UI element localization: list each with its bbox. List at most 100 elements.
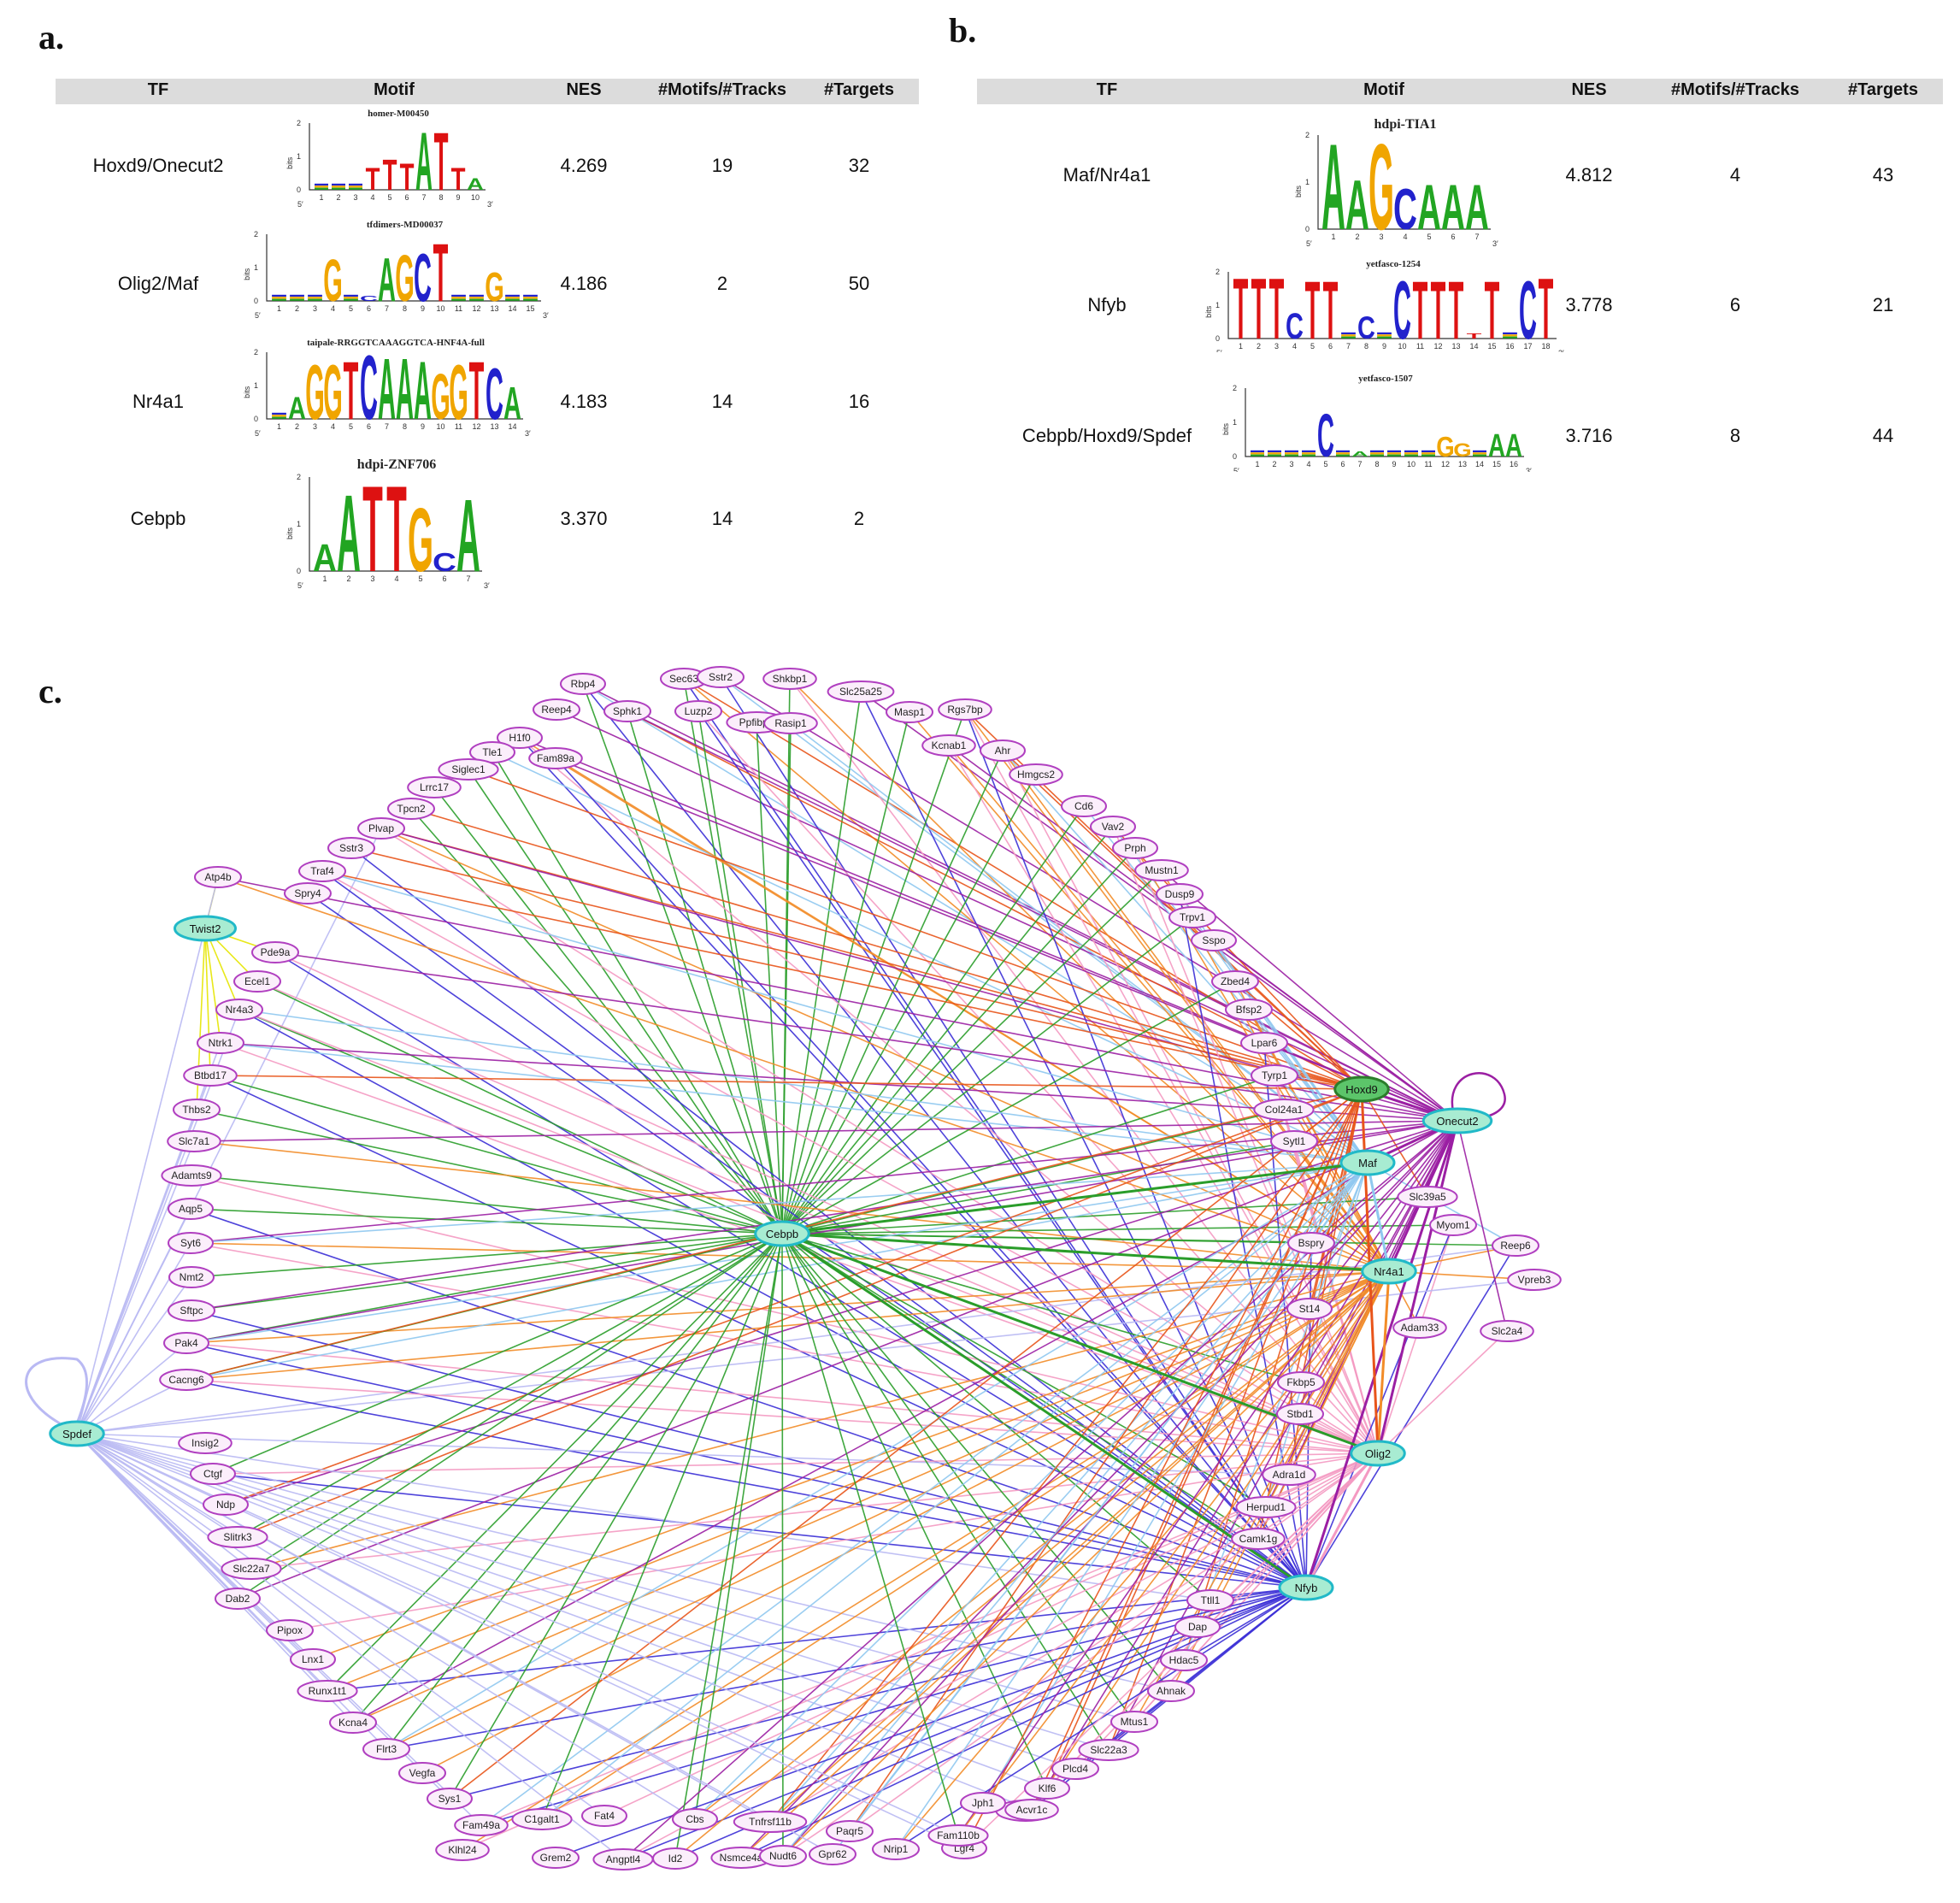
- logo-ylabel: bits: [1294, 186, 1303, 198]
- regulatory-edge: [756, 722, 783, 1234]
- logo-position-number: 11: [455, 422, 462, 431]
- target-node-shape: [1392, 1317, 1447, 1339]
- row-b2-nes: 3.716: [1565, 425, 1613, 446]
- logo-position-number: 11: [1416, 342, 1424, 351]
- logo-position-number: 18: [1541, 342, 1550, 351]
- logo-low-info-bar: [1268, 450, 1281, 452]
- regulatory-edge: [190, 1242, 1379, 1454]
- regulatory-edge: [781, 1233, 1302, 1383]
- logo-position-number: 10: [1398, 342, 1406, 351]
- logo-letter: A: [1488, 428, 1505, 464]
- target-node: Slc25a25: [827, 680, 895, 703]
- regulatory-edge: [1002, 750, 1390, 1272]
- logo-low-info-bar: [272, 297, 286, 299]
- logo-low-info-bar: [451, 297, 466, 299]
- row-a0-targets: 32: [848, 155, 870, 176]
- target-node-label: Bfsp2: [1236, 1004, 1263, 1016]
- target-node-label: Sspo: [1202, 934, 1226, 946]
- target-node-shape: [298, 860, 346, 882]
- target-node-label: Ntrk1: [209, 1037, 233, 1049]
- target-node-shape: [1004, 1799, 1059, 1821]
- target-node: Vegfa: [398, 1762, 446, 1784]
- logo-tick-label: 2: [297, 473, 301, 481]
- tf-node: Spdef: [49, 1420, 105, 1447]
- logo-position-number: 1: [277, 422, 281, 431]
- logo-tick-label: 2: [1233, 384, 1237, 392]
- regulatory-edge: [312, 1270, 1390, 1660]
- motif-id-label: homer-M00450: [368, 109, 429, 119]
- logo-low-info-bar: [1387, 450, 1401, 452]
- logo-low-info-bar: [1268, 454, 1281, 457]
- target-node-label: Trpv1: [1180, 911, 1206, 923]
- tf-node: Olig2: [1350, 1440, 1406, 1467]
- target-node: Adra1d: [1262, 1464, 1316, 1486]
- target-node-shape: [1276, 1403, 1324, 1425]
- target-node-shape: [207, 1526, 268, 1548]
- target-node-label: Sphk1: [613, 705, 642, 717]
- regulatory-edge: [781, 709, 966, 1234]
- logo-low-info-bar: [1370, 450, 1384, 452]
- target-node-shape: [215, 999, 263, 1021]
- regulatory-edge: [76, 1433, 1172, 1692]
- motif-id-label: hdpi-ZNF706: [357, 457, 436, 472]
- tf-node-shape: [1421, 1107, 1493, 1134]
- logo-letter: C: [486, 352, 503, 434]
- target-node-shape: [1078, 1739, 1139, 1761]
- target-node: Klf6: [1024, 1777, 1070, 1800]
- target-node-label: Thbs2: [182, 1104, 211, 1116]
- regulatory-edge: [781, 750, 1004, 1234]
- target-node-shape: [581, 1805, 627, 1827]
- target-node-shape: [357, 817, 405, 840]
- hub-edge: [781, 1232, 1390, 1273]
- logo-position-number: 3: [353, 193, 357, 202]
- logo-letter: C: [1519, 266, 1537, 352]
- logo-letter: A: [1345, 164, 1369, 245]
- logo-position-number: 12: [472, 304, 480, 313]
- logo-low-info-bar: [1341, 332, 1356, 334]
- target-node: Lrrc17: [407, 776, 462, 798]
- logo-five-prime: 5′: [1306, 239, 1312, 248]
- regulatory-edge: [769, 1162, 1368, 1823]
- logo-letter: A: [467, 175, 484, 194]
- target-node: Gpr62: [809, 1843, 856, 1865]
- target-node-shape: [438, 758, 499, 781]
- motif-id-label: hdpi-TIA1: [1374, 117, 1437, 132]
- hub-edge: [1366, 1162, 1391, 1272]
- target-node-label: Runx1t1: [309, 1685, 347, 1697]
- target-node-shape: [809, 1843, 856, 1865]
- target-node-shape: [1235, 1496, 1297, 1518]
- regulatory-edge: [1305, 1245, 1516, 1588]
- logo-low-info-bar: [1336, 452, 1350, 455]
- target-node-label: Spry4: [294, 887, 321, 899]
- logo-tick-label: 0: [297, 567, 301, 575]
- row-a2-targets: 16: [848, 391, 870, 412]
- target-node: Sstr2: [697, 666, 745, 688]
- target-node-shape: [1061, 795, 1107, 817]
- target-node-label: Fam49a: [462, 1819, 500, 1831]
- target-node-shape: [266, 1619, 314, 1641]
- logo-low-info-bar: [1285, 450, 1298, 452]
- logo-letter: T: [1251, 260, 1267, 352]
- regulatory-edge: [519, 737, 1458, 1122]
- logo-position-number: 9: [1392, 460, 1396, 468]
- target-node-label: Gpr62: [818, 1848, 847, 1860]
- regulatory-edge: [225, 1120, 1458, 1505]
- logo-ylabel: bits: [1221, 423, 1230, 436]
- target-node-shape: [168, 1232, 214, 1254]
- logo-position-number: 9: [421, 422, 425, 431]
- logo-low-info-bar: [1285, 452, 1298, 455]
- row-a0-motifs: 19: [711, 155, 733, 176]
- motif-logo-taipale: taipale-RRGGTCAAAGGTCA-HNF4A-full210bits…: [243, 336, 531, 438]
- regulatory-edge: [191, 1233, 783, 1311]
- header-motif: Motif: [374, 80, 415, 99]
- target-node: Cacng6: [159, 1369, 214, 1391]
- target-node: Reep6: [1492, 1234, 1539, 1257]
- target-node-shape: [290, 1648, 336, 1670]
- logo-letter: T: [434, 115, 449, 207]
- tf-node-shape: [1333, 1075, 1390, 1103]
- logo-position-number: 1: [1331, 233, 1335, 241]
- target-node-shape: [327, 837, 375, 859]
- target-node-shape: [827, 680, 895, 703]
- row-b0-motifs: 4: [1729, 164, 1741, 186]
